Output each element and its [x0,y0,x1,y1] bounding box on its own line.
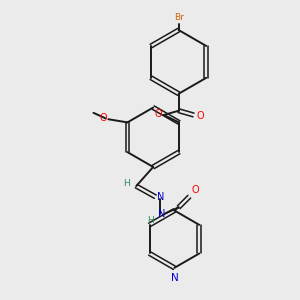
Text: N: N [158,209,166,219]
Text: N: N [170,273,178,283]
Text: O: O [100,113,107,123]
Text: H: H [148,216,154,225]
Text: O: O [191,184,199,195]
Text: O: O [154,109,162,119]
Text: O: O [197,111,204,121]
Text: Br: Br [174,13,184,22]
Text: N: N [158,192,165,202]
Text: H: H [123,179,130,188]
